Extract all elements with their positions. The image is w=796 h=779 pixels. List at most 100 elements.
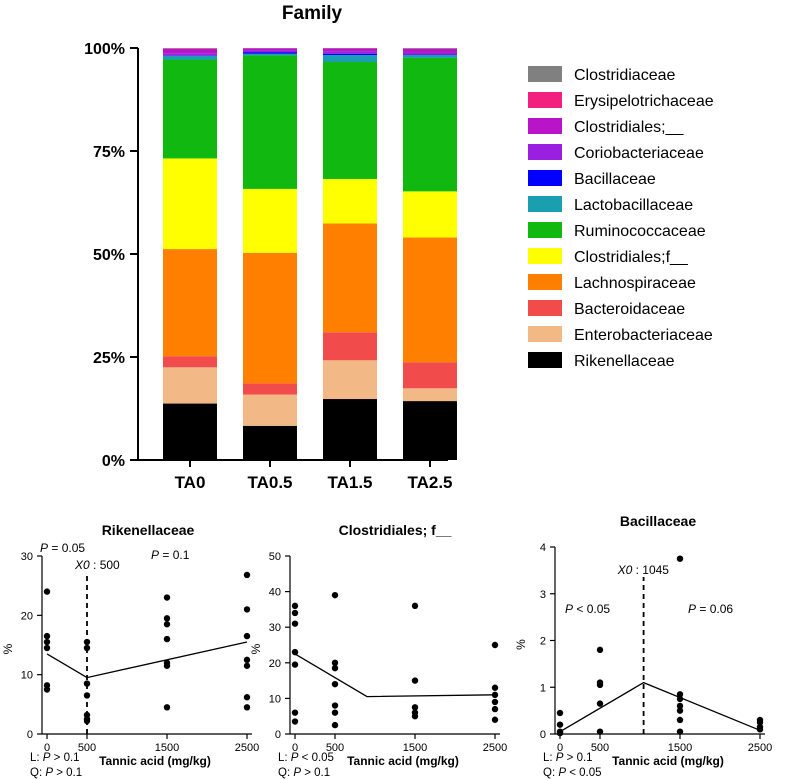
legend-label-erysipelotrichaceae: Erysipelotrichaceae bbox=[574, 93, 714, 110]
y-tick-label: 50% bbox=[93, 247, 125, 264]
bar-segment-bacteroidaceae-ta0 bbox=[163, 356, 217, 368]
breakpoint-label: X0 : 500 bbox=[74, 558, 120, 572]
legend-swatch-clostridiales-f bbox=[528, 248, 562, 264]
x-tick-label: 0 bbox=[44, 742, 50, 754]
data-point bbox=[491, 684, 499, 691]
p-value-left: P < 0.05 bbox=[565, 602, 610, 616]
data-point bbox=[243, 656, 251, 664]
data-point bbox=[331, 702, 339, 709]
legend-swatch-lactobacillaceae bbox=[528, 196, 562, 212]
legend-swatch-bacteroidaceae bbox=[528, 300, 562, 316]
y-tick-label: 20 bbox=[269, 658, 281, 670]
bar-segment-bacteroidaceae-ta0-5 bbox=[243, 383, 297, 395]
y-tick-label: 0 bbox=[540, 729, 546, 741]
data-point bbox=[291, 602, 299, 610]
data-point bbox=[291, 648, 299, 656]
data-point bbox=[291, 609, 299, 617]
data-point bbox=[556, 709, 564, 717]
y-tick-label: 1 bbox=[540, 682, 546, 694]
data-point bbox=[491, 705, 499, 713]
x-tick-label: 2500 bbox=[483, 742, 507, 754]
y-axis-label: % bbox=[249, 643, 263, 654]
legend-label-enterobacteriaceae: Enterobacteriaceae bbox=[574, 327, 713, 344]
linear-stat: L: P < 0.05 bbox=[278, 752, 334, 764]
bar-segment-lactobacillaceae-ta0 bbox=[163, 55, 217, 60]
data-point bbox=[163, 594, 171, 601]
x-tick-label: 500 bbox=[326, 742, 344, 754]
data-point bbox=[596, 681, 604, 689]
y-tick-label: 3 bbox=[540, 589, 546, 601]
y-tick-label: 30 bbox=[269, 622, 281, 634]
data-point bbox=[163, 621, 171, 628]
legend-label-bacteroidaceae: Bacteroidaceae bbox=[574, 301, 685, 318]
data-point bbox=[243, 632, 251, 640]
bar-segment-clostridiales-ta0-5 bbox=[243, 48, 297, 51]
data-point bbox=[83, 644, 91, 652]
x-axis-label: Tannic acid (mg/kg) bbox=[612, 754, 724, 768]
subplot-title: Bacillaceae bbox=[620, 513, 696, 529]
data-point bbox=[411, 704, 419, 711]
x-tick-label: 1500 bbox=[668, 742, 692, 754]
legend-label-lachnospiraceae: Lachnospiraceae bbox=[574, 275, 696, 292]
bar-segment-coriobacteriaceae-ta0 bbox=[163, 53, 217, 56]
data-point bbox=[331, 591, 339, 599]
bar-segment-lachnospiraceae-ta0 bbox=[163, 249, 217, 357]
data-point bbox=[491, 716, 499, 723]
subplot-title: Rikenellaceae bbox=[102, 522, 195, 538]
bar-segment-ruminococcaceae-ta1-5 bbox=[323, 62, 377, 180]
bar-segment-enterobacteriaceae-ta1-5 bbox=[323, 360, 377, 400]
quadratic-stat: Q: P < 0.05 bbox=[543, 767, 602, 779]
bar-segment-enterobacteriaceae-ta2-5 bbox=[403, 388, 457, 402]
data-point bbox=[411, 713, 419, 720]
legend-label-rikenellaceae: Rikenellaceae bbox=[574, 353, 675, 370]
legend-label-bacillaceae: Bacillaceae bbox=[574, 171, 656, 188]
bar-segment-clostridiales-f-ta0 bbox=[163, 158, 217, 250]
bar-segment-coriobacteriaceae-ta1-5 bbox=[323, 51, 377, 54]
data-point bbox=[291, 709, 299, 716]
bar-segment-rikenellaceae-ta0 bbox=[163, 403, 217, 460]
y-tick-label: 10 bbox=[21, 670, 33, 682]
x-tick-label: 2500 bbox=[235, 742, 259, 754]
data-point bbox=[43, 632, 51, 640]
x-tick-label: 500 bbox=[591, 742, 609, 754]
data-point bbox=[291, 620, 299, 627]
data-point bbox=[491, 641, 499, 649]
y-axis-label: % bbox=[514, 639, 528, 650]
data-point bbox=[676, 702, 684, 710]
bar-segment-clostridiales-f-ta1-5 bbox=[323, 179, 377, 224]
y-tick-label: 4 bbox=[540, 542, 546, 554]
stacked-bar-chart: Family 0% 25% 50% 75% 100% TA0 TA0.5 TA1.5 TA2.5… bbox=[84, 3, 714, 492]
y-tick-label: 2 bbox=[540, 636, 546, 648]
data-point bbox=[676, 695, 684, 703]
linear-stat: L: P > 0.1 bbox=[543, 752, 593, 764]
data-point bbox=[163, 615, 171, 622]
data-point bbox=[163, 662, 171, 669]
data-point bbox=[243, 662, 251, 669]
subplot-rikenellaceae: Rikenellaceae 0 10 20 30 0 500 1500 2500 Tannic a… bbox=[1, 522, 259, 779]
bar-segment-lachnospiraceae-ta0-5 bbox=[243, 252, 297, 384]
bar-segment-enterobacteriaceae-ta0-5 bbox=[243, 394, 297, 426]
legend-swatch-enterobacteriaceae bbox=[528, 326, 562, 342]
legend-swatch-erysipelotrichaceae bbox=[528, 92, 562, 108]
data-point bbox=[411, 602, 419, 610]
data-point bbox=[331, 664, 339, 672]
data-point bbox=[163, 635, 171, 643]
y-tick-label: 50 bbox=[269, 551, 281, 563]
x-tick-label: TA2.5 bbox=[407, 473, 452, 492]
bar-segment-bacteroidaceae-ta1-5 bbox=[323, 332, 377, 361]
data-point bbox=[243, 694, 251, 701]
y-tick-label: 25% bbox=[93, 350, 125, 367]
p-value-right: P = 0.06 bbox=[688, 602, 733, 616]
p-value-left: P = 0.05 bbox=[40, 541, 85, 555]
y-tick-label: 0 bbox=[275, 729, 281, 741]
legend-swatch-bacillaceae bbox=[528, 170, 562, 186]
data-point bbox=[331, 721, 339, 729]
legend-label-clostridiales-f: Clostridiales;f__ bbox=[574, 249, 689, 266]
data-point bbox=[676, 728, 684, 735]
data-point bbox=[756, 719, 764, 726]
y-tick-label: 100% bbox=[84, 41, 125, 58]
x-tick-label: 0 bbox=[292, 742, 298, 754]
main-bars bbox=[163, 48, 457, 460]
